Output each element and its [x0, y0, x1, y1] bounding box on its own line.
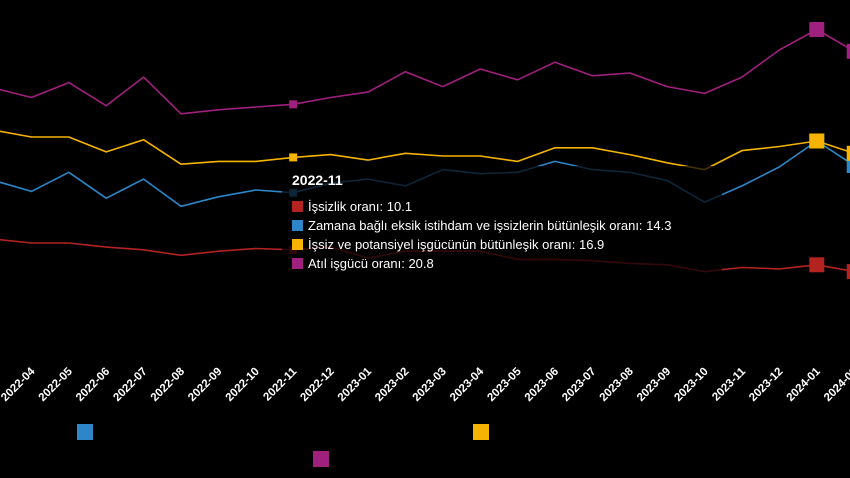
tooltip-row-idle-labour: Atıl işgücü oranı: 20.8: [292, 256, 434, 271]
legend-marker-potential-labour[interactable]: [473, 424, 489, 440]
x-tick-label: 2023-07: [560, 366, 598, 404]
x-tick-label: 2023-01: [336, 365, 375, 404]
x-tick-label: 2023-06: [523, 366, 561, 404]
x-tick-label: 2023-05: [485, 365, 524, 404]
x-tick-label: 2023-02: [373, 366, 411, 404]
point-marker-idle-labour-1[interactable]: [809, 22, 825, 37]
point-marker-underemployment-2[interactable]: [846, 158, 850, 173]
x-tick-label: 2022-04: [0, 365, 38, 404]
x-tick-label: 2023-08: [598, 365, 637, 404]
tooltip-swatch-underemployment: [292, 220, 303, 231]
x-tick-label: 2022-09: [186, 366, 224, 404]
point-marker-unemployment-1[interactable]: [809, 257, 825, 273]
point-marker-potential-labour-2[interactable]: [846, 145, 850, 161]
tooltip-row-underemployment: Zamana bağlı eksik istihdam ve işsizleri…: [292, 218, 671, 233]
series-line-potential-labour: [0, 130, 850, 171]
tooltip-row-potential-labour: İşsiz ve potansiyel işgücünün bütünleşik…: [292, 237, 604, 252]
x-tick-label: 2023-04: [448, 365, 487, 404]
tooltip-row-unemployment: İşsizlik oranı: 10.1: [292, 199, 412, 214]
tooltip: 2022-11 İşsizlik oranı: 10.1 Zamana bağl…: [282, 166, 722, 276]
tooltip-swatch-idle-labour: [292, 258, 303, 269]
legend-marker-idle-labour[interactable]: [313, 451, 329, 467]
x-tick-label: 2022-05: [37, 365, 76, 404]
x-axis-ticks: 2022-04 2022-05 2022-06 2022-07 2022-08 2022-…: [0, 365, 850, 404]
x-tick-label: 2023-09: [635, 366, 673, 404]
tooltip-swatch-potential-labour: [292, 239, 303, 250]
x-tick-label: 2023-11: [710, 365, 748, 403]
tooltip-text-idle-labour: Atıl işgücü oranı: 20.8: [308, 256, 434, 271]
marker-layer: [289, 22, 850, 280]
point-marker-idle-labour-0[interactable]: [289, 100, 298, 109]
legend-marker-underemployment[interactable]: [77, 424, 93, 440]
tooltip-text-potential-labour: İşsiz ve potansiyel işgücünün bütünleşik…: [308, 237, 605, 252]
x-tick-label: 2022-06: [74, 366, 112, 404]
tooltip-title: 2022-11: [292, 172, 343, 188]
point-marker-unemployment-2[interactable]: [846, 264, 850, 280]
x-tick-label: 2022-10: [224, 366, 262, 404]
x-tick-label: 2022-07: [111, 366, 149, 404]
x-tick-label: 2023-12: [747, 366, 785, 404]
tooltip-swatch-unemployment: [292, 201, 303, 212]
x-tick-label: 2024-02: [822, 366, 850, 404]
point-marker-potential-labour-1[interactable]: [809, 133, 825, 149]
point-marker-idle-labour-2[interactable]: [846, 43, 850, 59]
series-line-idle-labour: [0, 28, 850, 115]
tooltip-text-unemployment: İşsizlik oranı: 10.1: [308, 199, 413, 214]
tooltip-text-underemployment: Zamana bağlı eksik istihdam ve işsizleri…: [308, 218, 672, 233]
point-marker-potential-labour-0[interactable]: [289, 153, 298, 162]
x-tick-label: 2023-10: [672, 366, 710, 404]
x-tick-label: 2022-08: [149, 365, 188, 404]
x-tick-label: 2024-01: [785, 365, 824, 404]
x-tick-label: 2023-03: [411, 366, 449, 404]
x-tick-label: 2022-12: [298, 366, 336, 404]
x-tick-label: 2022-11: [261, 365, 299, 403]
